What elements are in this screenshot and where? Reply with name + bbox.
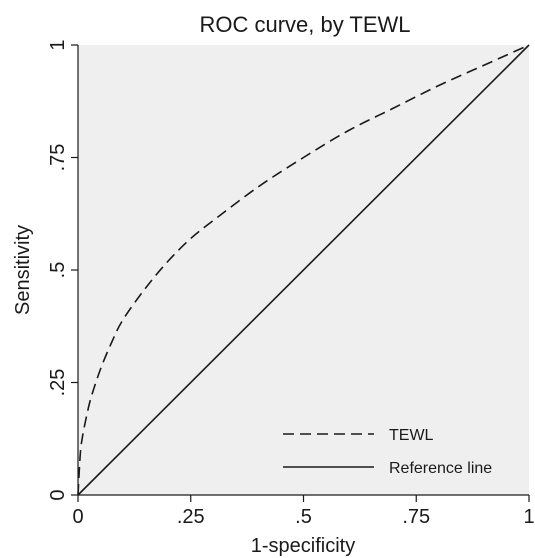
x-tick-label: .5 xyxy=(295,506,312,528)
legend-label-tewl: TEWL xyxy=(389,427,434,444)
y-axis-title: Sensitivity xyxy=(12,225,34,315)
x-axis-title: 1-specificity xyxy=(251,535,355,557)
series-lines xyxy=(77,44,530,496)
chart-title: ROC curve, by TEWL xyxy=(199,12,410,37)
y-tick-label: .75 xyxy=(47,144,69,172)
x-tick-label: 1 xyxy=(523,506,534,528)
x-tick-label: .75 xyxy=(402,506,430,528)
y-tick-label: .5 xyxy=(47,262,69,279)
axis-ticks: 0 .25 .5 .75 1 0 .25 .5 .75 1 xyxy=(47,39,535,528)
y-tick-label: 0 xyxy=(47,489,69,500)
legend: TEWL Reference line xyxy=(283,427,492,477)
x-tick-label: 0 xyxy=(72,506,83,528)
reference-line xyxy=(77,44,530,496)
y-tick-label: 1 xyxy=(47,39,69,50)
tewl-roc-line xyxy=(77,44,530,496)
y-tick-label: .25 xyxy=(47,369,69,397)
legend-label-reference: Reference line xyxy=(389,460,492,477)
x-tick-label: .25 xyxy=(177,506,205,528)
